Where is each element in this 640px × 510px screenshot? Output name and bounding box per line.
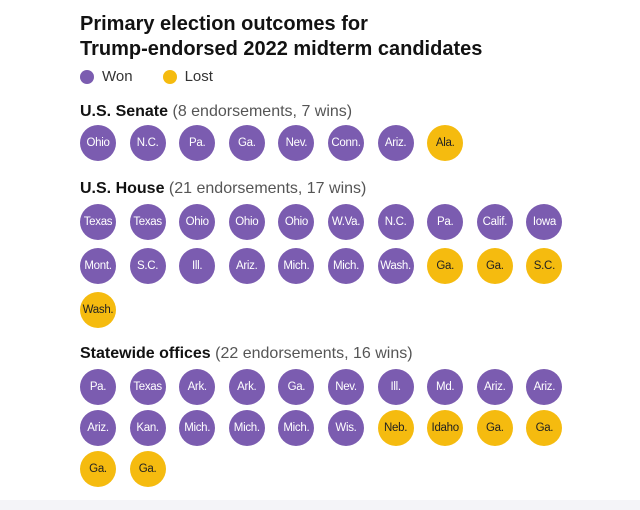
candidate-dot-won: Ohio [228, 204, 265, 240]
candidate-dot-won: Mich. [278, 410, 315, 446]
candidate-dot-won: Pa. [80, 369, 116, 405]
section-header: U.S. Senate (8 endorsements, 7 wins) [80, 103, 353, 120]
candidate-dot-won: Ill. [179, 248, 216, 284]
candidate-dot-won: Mich. [328, 248, 364, 284]
candidate-dot-won: Ariz. [526, 369, 563, 405]
candidate-dot-lost: Ga. [476, 248, 513, 284]
candidate-dot-won: Ariz. [228, 248, 265, 284]
candidate-dot-won: Wash. [377, 248, 414, 284]
candidate-dot-won: Mich. [278, 248, 315, 284]
candidate-dot-won: W.Va. [328, 204, 364, 240]
candidate-dot-won: Ill. [377, 369, 414, 405]
candidate-dot-won: Nev. [328, 369, 364, 405]
candidate-dot-lost: Ga. [526, 410, 563, 446]
candidate-dot-won: Iowa [526, 204, 563, 240]
won-swatch [80, 69, 94, 84]
candidate-dot-won: Ark. [179, 369, 216, 405]
candidate-dot-won: Calif. [476, 204, 513, 240]
candidate-dot-won: N.C. [377, 204, 414, 240]
candidate-dot-lost: Neb. [377, 410, 414, 446]
legend-won: Won [80, 68, 133, 85]
candidate-dot-lost: Ala. [427, 125, 464, 161]
legend-lost: Lost [162, 68, 213, 85]
candidate-dot-won: Ariz. [377, 125, 414, 161]
candidate-dot-won: Texas [129, 204, 166, 240]
candidate-dot-won: Ohio [179, 204, 216, 240]
candidate-dot-lost: Ga. [427, 248, 464, 284]
candidate-dot-won: Ohio [278, 204, 315, 240]
candidate-dot-won: Conn. [328, 125, 364, 161]
candidate-dot-won: Texas [129, 369, 166, 405]
candidate-dot-lost: Ga. [80, 451, 116, 487]
candidate-dot-won: Md. [427, 369, 464, 405]
candidate-dot-won: Wis. [328, 410, 364, 446]
candidate-dot-lost: S.C. [526, 248, 563, 284]
chart-title: Primary election outcomes for Trump-endo… [80, 13, 483, 60]
candidate-dot-lost: Ga. [129, 451, 166, 487]
candidate-dot-won: Mich. [179, 410, 216, 446]
lost-swatch [162, 69, 177, 84]
candidate-dot-won: Pa. [427, 204, 464, 240]
candidate-dot-lost: Ga. [476, 410, 513, 446]
candidate-dot-won: N.C. [129, 125, 166, 161]
candidate-dot-won: Texas [80, 204, 116, 240]
candidate-dot-won: Ga. [278, 369, 315, 405]
candidate-dot-won: S.C. [129, 248, 166, 284]
candidate-dot-won: Ariz. [476, 369, 513, 405]
candidate-dot-won: Kan. [129, 410, 166, 446]
candidate-dot-won: Ga. [228, 125, 265, 161]
section-header: Statewide offices (22 endorsements, 16 w… [80, 345, 413, 362]
candidate-dot-won: Pa. [179, 125, 216, 161]
section-header: U.S. House (21 endorsements, 17 wins) [80, 180, 367, 197]
candidate-dot-won: Mich. [228, 410, 265, 446]
candidate-dot-won: Mont. [80, 248, 116, 284]
candidate-dot-won: Ariz. [80, 410, 116, 446]
candidate-dot-won: Nev. [278, 125, 315, 161]
candidate-dot-lost: Wash. [80, 292, 116, 328]
candidate-dot-won: Ohio [80, 125, 116, 161]
candidate-dot-won: Ark. [228, 369, 265, 405]
candidate-dot-lost: Idaho [427, 410, 464, 446]
legend: Won Lost [80, 68, 243, 85]
footer-band [0, 500, 640, 510]
